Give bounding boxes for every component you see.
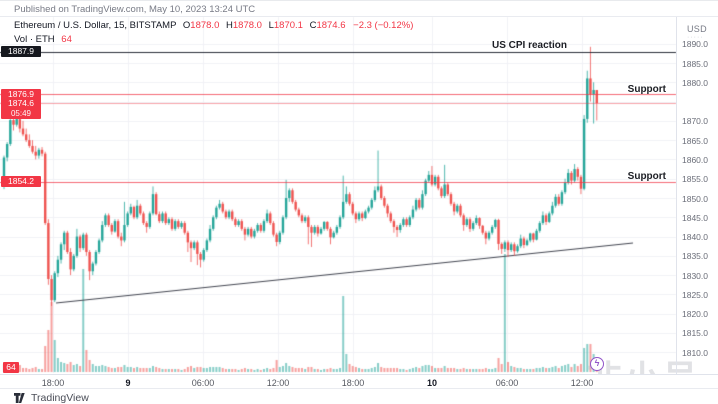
price-tick-label: 1820.0 <box>682 309 708 320</box>
open-value: 1878.0 <box>190 20 220 31</box>
volume-label: Vol · ETH <box>14 34 55 45</box>
current-price-tag: 1874.6 05:49 <box>1 98 41 120</box>
time-tick-label: 18:00 <box>341 378 365 388</box>
volume-legend[interactable]: Vol · ETH 64 <box>14 34 72 45</box>
candle-countdown: 05:49 <box>10 109 32 119</box>
time-tick-label: 06:00 <box>495 378 519 388</box>
close-value: 1874.6 <box>316 20 346 31</box>
price-tick-label: 1830.0 <box>682 270 708 281</box>
price-tick-label: 1855.0 <box>682 174 708 185</box>
low-letter: L <box>268 20 274 31</box>
price-tick-label: 1860.0 <box>682 154 708 165</box>
time-tick-label: 06:00 <box>191 378 215 388</box>
price-tick-label: 1885.0 <box>682 58 708 69</box>
lightning-marker-icon[interactable]: ϟ <box>590 357 604 371</box>
price-tick-label: 1810.0 <box>682 347 708 358</box>
price-axis[interactable]: USD ····· <box>676 17 718 374</box>
cpi-level-tag: 1887.9 <box>1 46 41 58</box>
symbol-title: Ethereum / U.S. Dollar, 15, BITSTAMP <box>14 20 177 31</box>
time-axis[interactable] <box>0 374 718 388</box>
tradingview-logo-icon[interactable] <box>14 393 27 403</box>
us-cpi-reaction-label: US CPI reaction <box>491 40 567 51</box>
price-tick-label: 1845.0 <box>682 212 708 223</box>
change-value: −2.3 (−0.12%) <box>353 20 414 31</box>
price-tick-label: 1850.0 <box>682 193 708 204</box>
axis-dots: ····· <box>687 34 704 41</box>
time-tick-label: 9 <box>125 378 131 388</box>
published-bar: Published on TradingView.com, May 10, 20… <box>0 1 718 17</box>
price-tick-label: 1890.0 <box>682 39 708 50</box>
close-letter: C <box>309 20 317 31</box>
published-text: Published on TradingView.com, May 10, 20… <box>14 4 256 15</box>
footer-bar: TradingView <box>0 388 718 404</box>
support-lower-tag: 1854.2 <box>1 176 41 188</box>
price-tick-label: 1825.0 <box>682 289 708 300</box>
time-tick-label: 12:00 <box>570 378 594 388</box>
time-tick-label: 18:00 <box>41 378 65 388</box>
symbol-legend[interactable]: Ethereum / U.S. Dollar, 15, BITSTAMP O18… <box>14 20 413 31</box>
volume-value: 64 <box>61 34 72 45</box>
price-tick-label: 1880.0 <box>682 77 708 88</box>
price-tick-label: 1840.0 <box>682 232 708 243</box>
price-tick-label: 1835.0 <box>682 251 708 262</box>
time-tick-label: 10 <box>426 378 438 388</box>
high-letter: H <box>226 20 233 31</box>
price-tick-label: 1865.0 <box>682 135 708 146</box>
support-upper-label: Support <box>627 84 666 95</box>
support-upper-tag: 1876.9 <box>1 88 41 100</box>
tradingview-brand[interactable]: TradingView <box>31 392 89 404</box>
open-letter: O <box>182 20 191 31</box>
volume-tag: 64 <box>3 362 19 373</box>
support-lower-label: Support <box>627 171 666 182</box>
low-value: 1870.1 <box>273 20 303 31</box>
currency-label: USD <box>687 24 707 34</box>
price-tick-label: 1815.0 <box>682 328 708 339</box>
time-tick-label: 12:00 <box>266 378 290 388</box>
high-value: 1878.0 <box>232 20 262 31</box>
price-tick-label: 1870.0 <box>682 116 708 127</box>
